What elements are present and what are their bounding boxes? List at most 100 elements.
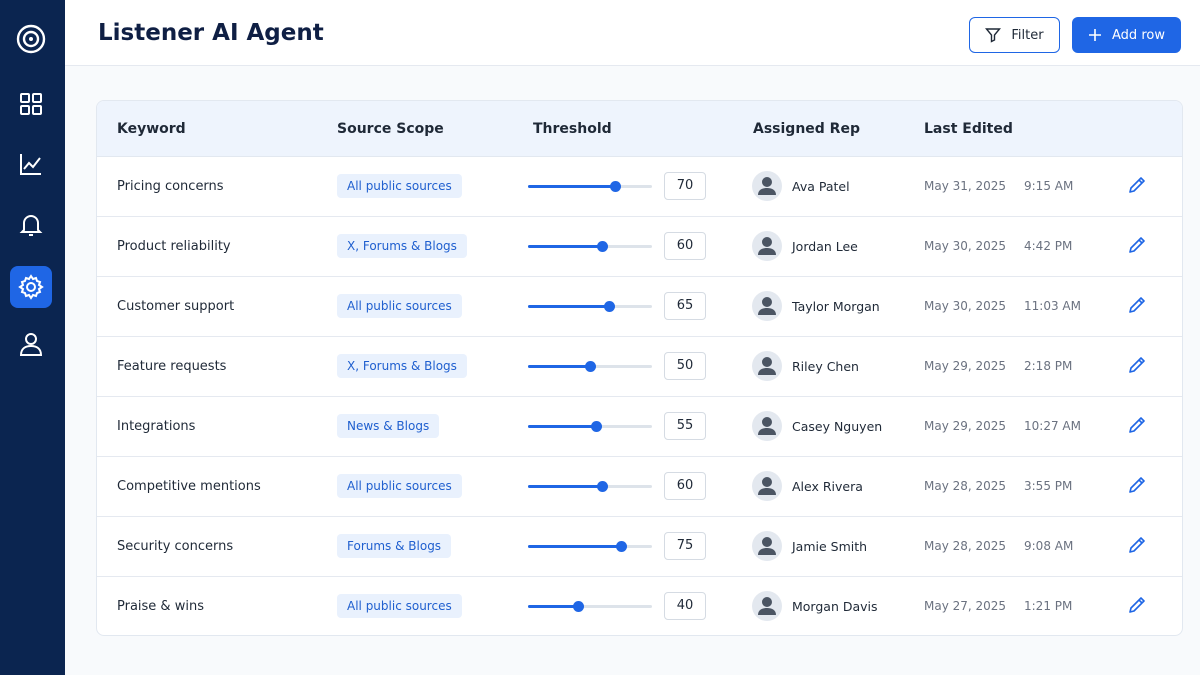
source-chip: News & Blogs bbox=[337, 414, 440, 438]
table-header: Keyword Source Scope Threshold Assigned Rep… bbox=[97, 101, 1182, 157]
table-row: Integrations News & Blogs 55 Casey Nguyen Ma… bbox=[97, 396, 1182, 457]
slider-track bbox=[528, 605, 652, 608]
column-header: Keyword bbox=[117, 121, 186, 137]
slider-knob[interactable] bbox=[609, 181, 621, 192]
slider-knob[interactable] bbox=[597, 481, 609, 492]
edited-time: 3:55 PM bbox=[1024, 479, 1073, 493]
column-header: Assigned Rep bbox=[753, 121, 860, 137]
source-chip: All public sources bbox=[337, 474, 462, 498]
source-chip: Forums & Blogs bbox=[337, 534, 452, 558]
filter-label: Filter bbox=[1011, 27, 1044, 43]
table-row: Customer support All public sources 65 Tayl… bbox=[97, 276, 1182, 337]
profile-icon[interactable] bbox=[18, 331, 44, 357]
edited-date: May 30, 2025 bbox=[924, 299, 1007, 313]
edited-time: 2:18 PM bbox=[1024, 359, 1073, 373]
avatar bbox=[752, 531, 782, 561]
edited-date: May 30, 2025 bbox=[924, 239, 1007, 253]
add-row-button[interactable]: Add row bbox=[1072, 17, 1181, 53]
edited-time: 9:15 AM bbox=[1024, 179, 1074, 193]
slider-fill bbox=[528, 365, 590, 368]
page-title: Listener AI Agent bbox=[98, 20, 324, 46]
edit-button[interactable] bbox=[1127, 235, 1147, 255]
slider-fill bbox=[528, 605, 578, 608]
edit-button[interactable] bbox=[1127, 355, 1147, 375]
table: Keyword Source Scope Threshold Assigned Rep… bbox=[96, 100, 1183, 636]
assigned-rep: Alex Rivera bbox=[792, 479, 863, 494]
keyword: Feature requests bbox=[117, 359, 227, 374]
slider-fill bbox=[528, 185, 615, 188]
threshold-input[interactable]: 70 bbox=[664, 172, 706, 200]
source-chip: All public sources bbox=[337, 594, 462, 618]
edited-time: 9:08 AM bbox=[1024, 539, 1074, 553]
assigned-rep: Morgan Davis bbox=[792, 599, 878, 614]
table-row: Product reliability X, Forums & Blogs 60 Jo… bbox=[97, 216, 1182, 277]
slider-knob[interactable] bbox=[591, 421, 603, 432]
assigned-rep: Taylor Morgan bbox=[792, 299, 880, 314]
slider-fill bbox=[528, 545, 621, 548]
assigned-rep: Riley Chen bbox=[792, 359, 859, 374]
filter-button[interactable]: Filter bbox=[969, 17, 1060, 53]
keyword: Integrations bbox=[117, 419, 196, 434]
settings-icon[interactable] bbox=[18, 274, 44, 300]
assigned-rep: Ava Patel bbox=[792, 179, 850, 194]
threshold-input[interactable]: 60 bbox=[664, 472, 706, 500]
source-chip: All public sources bbox=[337, 294, 462, 318]
sidebar bbox=[0, 0, 65, 675]
slider-knob[interactable] bbox=[597, 241, 609, 252]
edit-button[interactable] bbox=[1127, 595, 1147, 615]
table-row: Praise & wins All public sources 40 Morgan … bbox=[97, 576, 1182, 635]
keyword: Customer support bbox=[117, 299, 235, 314]
alerts-icon[interactable] bbox=[18, 212, 44, 238]
threshold-input[interactable]: 50 bbox=[664, 352, 706, 380]
slider-knob[interactable] bbox=[572, 601, 584, 612]
source-chip: X, Forums & Blogs bbox=[337, 234, 467, 258]
slider-fill bbox=[528, 305, 609, 308]
assigned-rep: Jamie Smith bbox=[792, 539, 868, 554]
plus-icon bbox=[1089, 29, 1102, 41]
analytics-icon[interactable] bbox=[18, 151, 44, 177]
threshold-input[interactable]: 40 bbox=[664, 592, 706, 620]
edited-date: May 28, 2025 bbox=[924, 479, 1007, 493]
edit-button[interactable] bbox=[1127, 295, 1147, 315]
edit-button[interactable] bbox=[1127, 175, 1147, 195]
edit-button[interactable] bbox=[1127, 535, 1147, 555]
column-header: Source Scope bbox=[337, 121, 444, 137]
edited-date: May 29, 2025 bbox=[924, 419, 1007, 433]
edited-date: May 28, 2025 bbox=[924, 539, 1007, 553]
avatar bbox=[752, 291, 782, 321]
slider-knob[interactable] bbox=[616, 541, 627, 552]
avatar bbox=[752, 471, 782, 501]
table-row: Feature requests X, Forums & Blogs 50 Riley… bbox=[97, 336, 1182, 397]
threshold-input[interactable]: 55 bbox=[664, 412, 706, 440]
column-header: Last Edited bbox=[924, 121, 1013, 137]
avatar bbox=[752, 351, 782, 381]
edited-date: May 31, 2025 bbox=[924, 179, 1007, 193]
table-row: Pricing concerns All public sources 70 Ava … bbox=[97, 156, 1182, 217]
edited-time: 10:27 AM bbox=[1024, 419, 1081, 433]
edited-time: 11:03 AM bbox=[1024, 299, 1081, 313]
keyword: Product reliability bbox=[117, 239, 231, 254]
slider-knob[interactable] bbox=[603, 301, 615, 312]
threshold-input[interactable]: 65 bbox=[664, 292, 706, 320]
edit-button[interactable] bbox=[1127, 415, 1147, 435]
active-item bbox=[10, 266, 52, 308]
avatar bbox=[752, 231, 782, 261]
source-chip: X, Forums & Blogs bbox=[337, 354, 467, 378]
slider-fill bbox=[528, 485, 603, 488]
assigned-rep: Casey Nguyen bbox=[792, 419, 883, 434]
edit-button[interactable] bbox=[1127, 475, 1147, 495]
dashboard-icon[interactable] bbox=[18, 91, 44, 117]
slider-fill bbox=[528, 425, 597, 428]
threshold-input[interactable]: 75 bbox=[664, 532, 706, 560]
slider-knob[interactable] bbox=[585, 361, 596, 372]
column-header: Threshold bbox=[533, 121, 612, 137]
keyword: Competitive mentions bbox=[117, 479, 261, 494]
avatar bbox=[752, 591, 782, 621]
threshold-input[interactable]: 60 bbox=[664, 232, 706, 260]
keyword: Pricing concerns bbox=[117, 179, 224, 194]
keyword: Praise & wins bbox=[117, 599, 204, 614]
filter-icon bbox=[985, 28, 1002, 43]
slider-fill bbox=[528, 245, 603, 248]
